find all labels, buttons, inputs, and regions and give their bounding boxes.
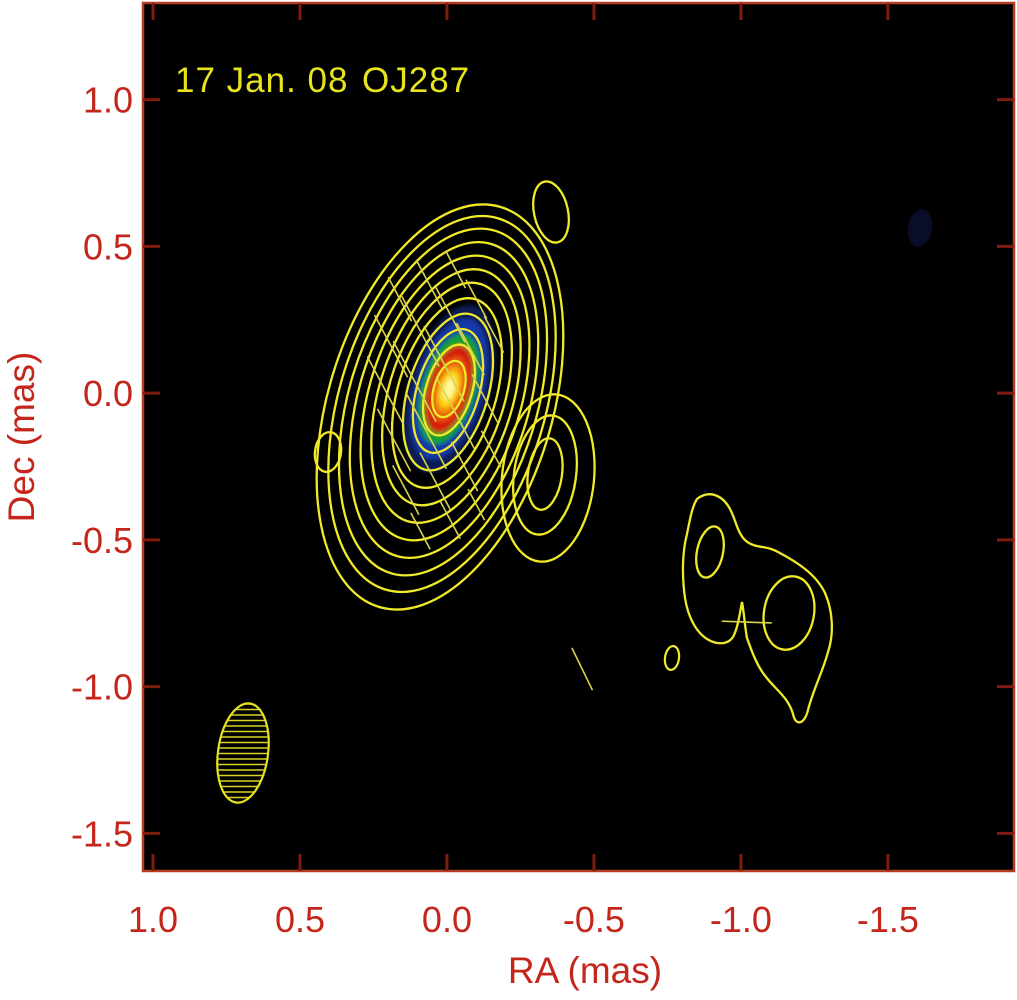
polarization-vector [366,356,404,425]
sw-complex-outer-contour [681,493,833,724]
polarization-vector [391,464,420,516]
axis-tick-labels: 1.0 0.5 0.0 -0.5 -1.0 -1.5 1.0 0.5 0.0 -0.5 -1.0 -1… [71,80,919,940]
polarization-vector [445,251,467,289]
polarization-vector [467,488,486,521]
polarization-vector [721,620,772,624]
y-tick-label: -1.0 [71,667,133,708]
core-contour-level [401,312,495,472]
core-contour-level [327,214,557,594]
upper-knot-contour [532,180,570,244]
epoch-label: 17 Jan. 08 [175,61,348,100]
beam-ellipse [216,702,270,804]
core-contour-level [421,343,477,437]
x-axis-title: RA (mas) [508,950,662,991]
polarization-vector [423,325,465,402]
core-contours [315,203,565,611]
polarization-vector [480,430,502,468]
x-tick-label: -1.0 [710,899,772,940]
polarization-vector [405,393,448,470]
y-tick-label: -1.5 [71,813,133,854]
polarization-vector [436,378,476,450]
y-tick-label: 0.0 [83,373,133,414]
polarization-vector [471,373,499,425]
polarization-vector [455,322,485,376]
core-contour-level [370,268,522,524]
core-intensity-map [402,304,496,474]
faint-smudge [907,209,933,247]
polarization-vector [410,512,431,550]
polarization-vectors [366,251,772,691]
polarization-vector [450,441,479,492]
y-tick-label: 1.0 [83,80,133,121]
x-tick-label: -1.5 [857,899,919,940]
axis-frame [141,1,1016,873]
polarization-vector [571,647,594,691]
polarization-vector [415,259,444,310]
source-name-label: OJ287 [362,61,470,100]
x-tick-label: 0.0 [422,899,472,940]
polarization-vector [483,315,505,353]
x-tick-label: 1.0 [128,899,178,940]
plot-background [143,3,1014,871]
y-axis-title: Dec (mas) [1,352,42,523]
core-contour-level [431,359,467,419]
faint-knot-contour [663,644,681,672]
polarization-vector [387,276,413,322]
polarization-vector [376,408,412,472]
sw-complex-west-peak-contour [762,575,816,651]
east-knot-contour [313,430,343,474]
polarization-vector [419,452,452,511]
polarization-vector [434,284,466,343]
core-contour-level [411,327,485,455]
y-tick-label: 0.5 [83,226,133,267]
polarization-vector [401,296,440,367]
core-contour-level [348,241,540,559]
x-tick-label: -0.5 [563,899,625,940]
polarization-vector [465,279,488,320]
core-contour-level [337,227,549,577]
y-tick-label: -0.5 [71,520,133,561]
polarization-vector [438,499,461,540]
sw-complex-east-peak-contour [695,525,725,579]
polarization-vector [373,314,409,378]
x-tick-label: 0.5 [275,899,325,940]
polarization-vector [392,340,437,422]
axis-ticks [143,3,1014,871]
core-contour-level [315,203,565,611]
inner-jet-knot-contours [500,393,596,563]
